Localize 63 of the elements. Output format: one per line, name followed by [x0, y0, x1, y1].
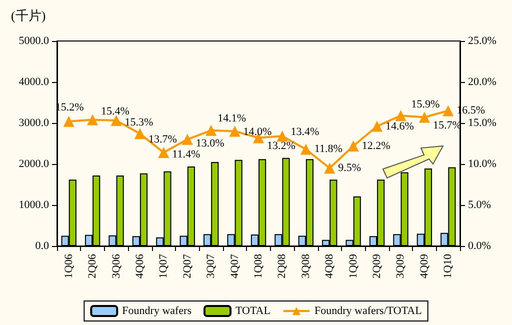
data-label: 11.8%: [314, 143, 342, 156]
x-tick-label: 3Q07: [205, 254, 218, 278]
y2-tick-label: 5.0%: [468, 199, 491, 211]
legend-label: Foundry wafers/TOTAL: [314, 305, 422, 317]
x-tick-label: 3Q06: [110, 254, 122, 278]
point: [87, 114, 98, 126]
y2-tick-label: 20.0%: [468, 76, 496, 88]
point: [418, 112, 430, 123]
data-label: 13.4%: [290, 126, 320, 138]
point: [206, 124, 217, 136]
point: [442, 105, 454, 116]
data-label: 15.4%: [101, 106, 130, 118]
legend-label: TOTAL: [236, 305, 271, 317]
point: [324, 162, 336, 174]
data-label: 11.4%: [172, 148, 200, 161]
data-label: 13.7%: [148, 134, 177, 146]
x-tick-label: 3Q09: [394, 254, 407, 278]
data-label: 14.0%: [243, 126, 272, 138]
data-label: 12.2%: [362, 140, 390, 152]
point: [110, 115, 122, 126]
x-tick-label: 1Q10: [442, 254, 454, 278]
data-label: 15.9%: [411, 98, 440, 111]
x-tick-label: 3Q08: [300, 254, 312, 278]
y2-tick-label: 10.0%: [468, 158, 496, 170]
x-tick-label: 1Q06: [62, 254, 75, 278]
point: [158, 147, 170, 158]
point: [372, 120, 383, 132]
point: [182, 134, 193, 145]
x-tick-label: 4Q06: [134, 254, 146, 278]
x-tick-label: 1Q07: [158, 254, 170, 278]
data-label: 13.2%: [267, 140, 296, 152]
x-tick-label: 2Q09: [371, 254, 384, 278]
y-tick-label: 3000.0: [18, 117, 50, 129]
y-axis-title: (千片): [11, 8, 46, 23]
point: [276, 130, 288, 142]
point: [63, 116, 74, 127]
x-tick-label: 2Q07: [181, 254, 194, 278]
y2-tick-label: 25.0%: [468, 35, 496, 47]
y-tick-label: 2000.0: [18, 158, 50, 170]
point: [229, 126, 240, 137]
x-tick-label: 1Q09: [347, 254, 360, 278]
x-tick-label: 2Q06: [86, 254, 99, 278]
x-tick-label: 4Q08: [324, 254, 336, 278]
y-tick-label: 0.0: [35, 240, 50, 252]
data-label: 15.3%: [124, 116, 154, 129]
x-tick-label: 1Q08: [252, 254, 264, 278]
point: [348, 140, 359, 152]
y2-tick-label: 0.0%: [468, 240, 491, 252]
legend-label: Foundry wafers: [122, 305, 192, 317]
point: [300, 144, 312, 155]
x-tick-label: 4Q09: [418, 254, 430, 278]
point: [134, 128, 146, 140]
point: [395, 110, 406, 122]
x-tick-label: 2Q08: [276, 254, 288, 278]
x-tick-label: 4Q07: [228, 254, 241, 278]
data-label: 14.1%: [218, 112, 246, 124]
y-tick-label: 5000.0: [18, 35, 50, 47]
y-tick-label: 4000.0: [18, 76, 50, 88]
data-label: 13.0%: [196, 137, 224, 150]
data-label: 14.6%: [386, 120, 414, 132]
y-tick-label: 1000.0: [18, 199, 50, 211]
y2-tick-label: 15.0%: [468, 117, 496, 129]
data-label: 9.5%: [338, 162, 362, 174]
